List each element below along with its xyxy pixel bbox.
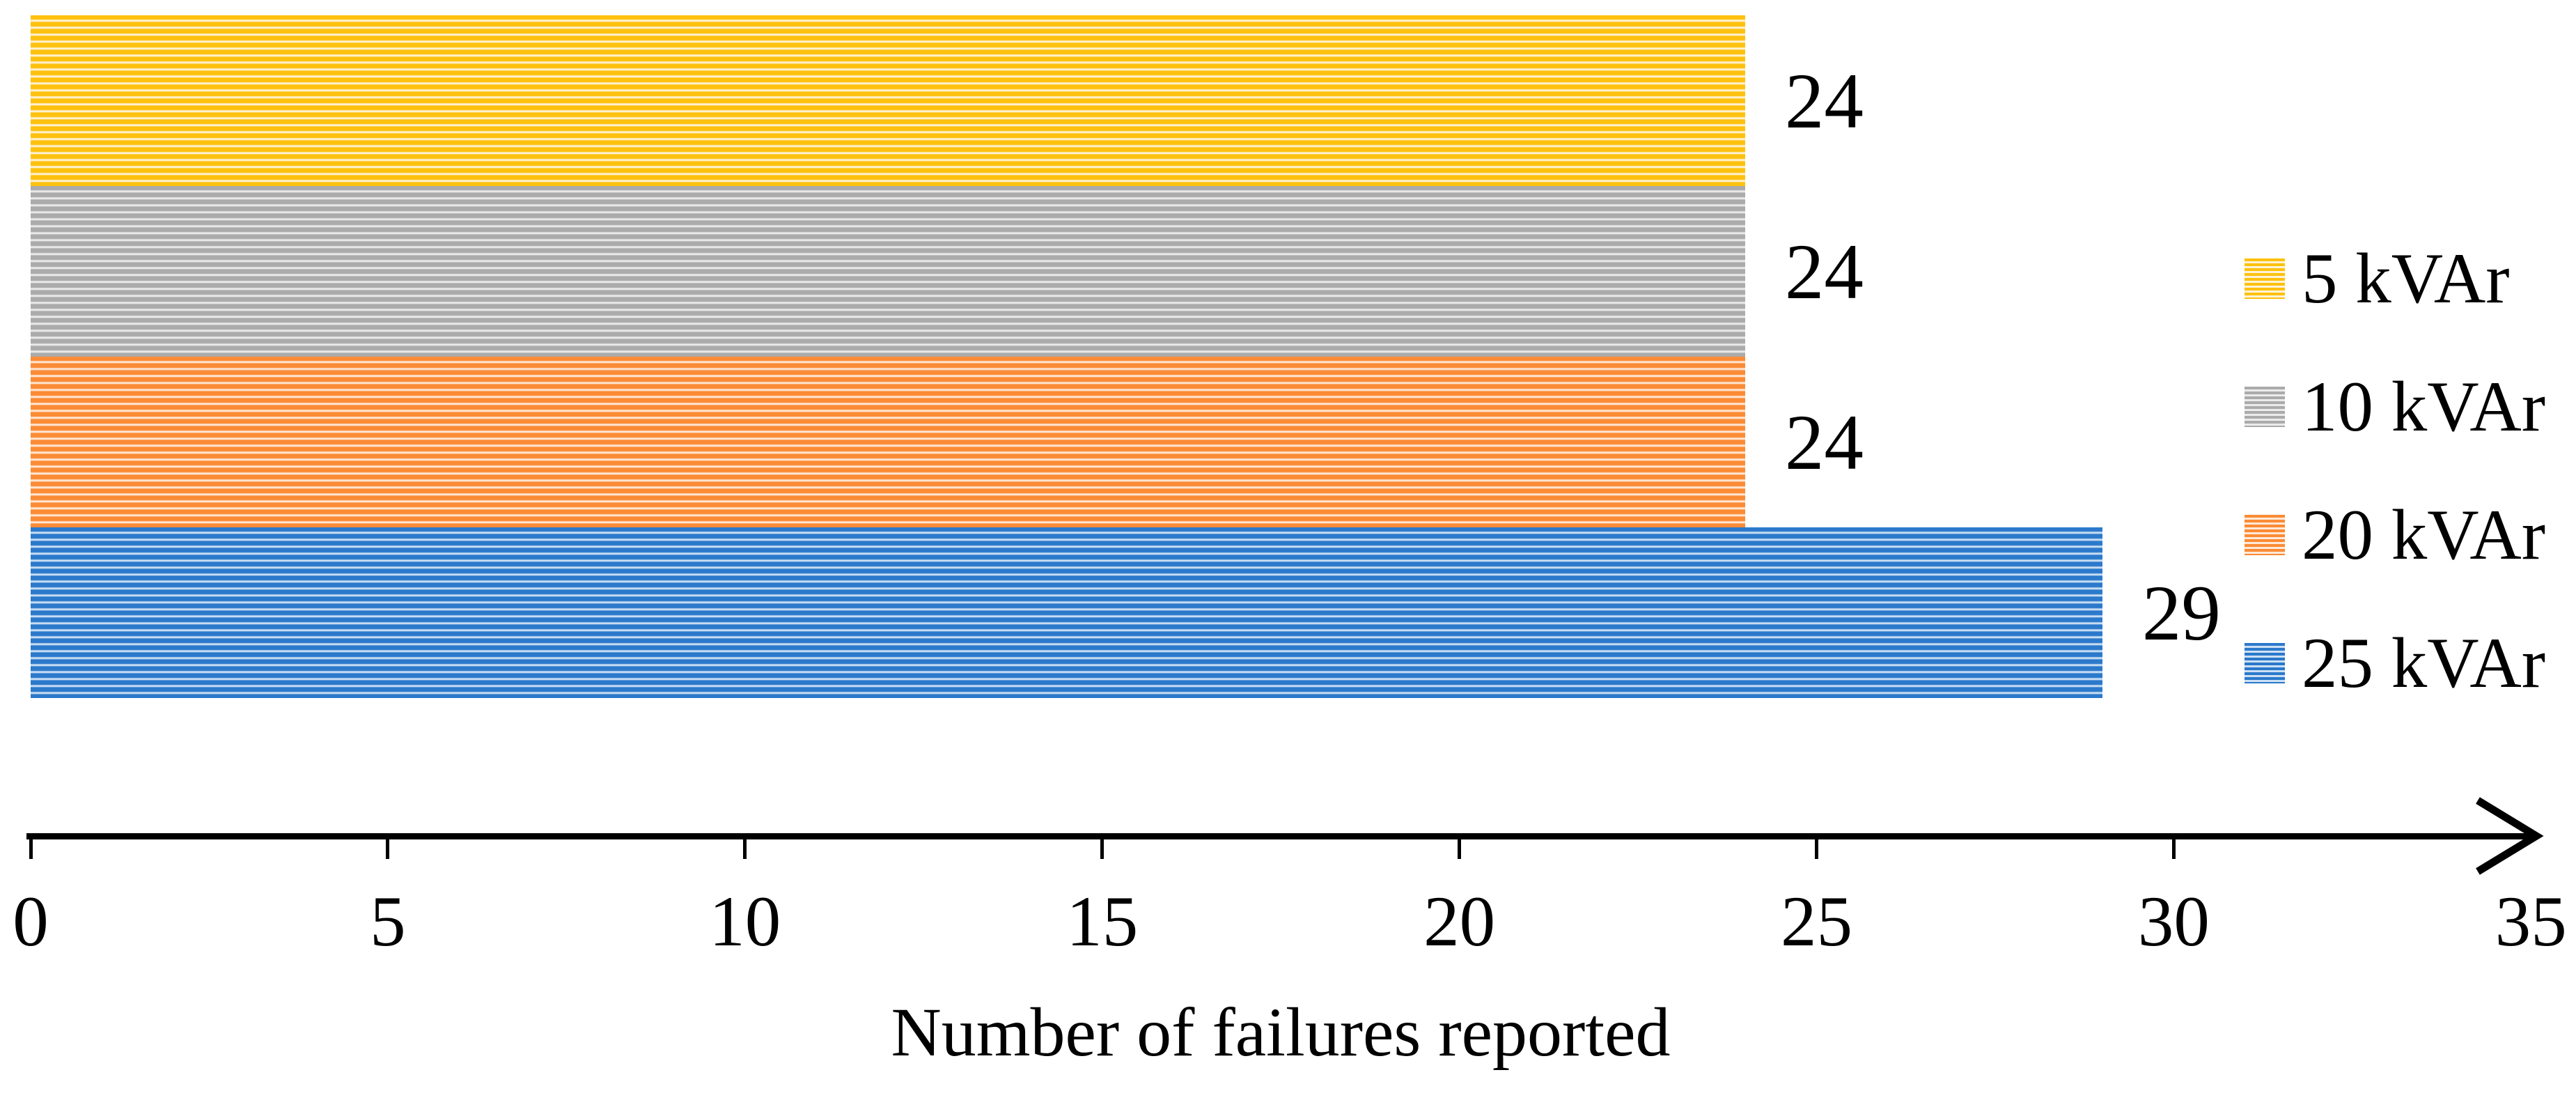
legend-swatch-5-kvar [2245,258,2285,299]
bar-20-kvar [31,357,1745,527]
bar-5-kvar [31,15,1745,186]
x-axis-tick-label: 35 [2495,882,2567,961]
x-axis-tick [743,836,747,859]
x-axis-tick [2171,836,2176,859]
x-axis-tick-label: 25 [1781,882,1852,961]
legend-label: 5 kVAr [2302,239,2510,318]
legend-swatch-20-kvar [2245,515,2285,555]
bar-10-kvar [31,186,1745,357]
x-axis-tick [29,836,33,859]
legend-label: 10 kVAr [2302,367,2546,447]
value-label: 24 [1784,57,1864,145]
legend-swatch-10-kvar [2245,387,2285,427]
x-axis-title: Number of failures reported [891,993,1671,1071]
x-axis-tick-label: 5 [370,882,406,961]
x-axis-line [26,833,2534,839]
legend-swatch-25-kvar [2245,643,2285,683]
x-axis-tick [1815,836,1818,859]
legend-label: 25 kVAr [2302,623,2546,703]
x-axis-arrowhead-icon [2476,797,2544,875]
x-axis-tick [386,836,390,859]
x-axis-tick [1458,836,1462,859]
x-axis-tick-label: 15 [1066,882,1139,961]
bar-25-kvar [31,527,2102,698]
value-label: 24 [1784,228,1864,316]
legend-label: 20 kVAr [2302,495,2546,575]
x-axis-tick-label: 20 [1423,882,1496,961]
x-axis-tick-label: 10 [709,882,781,961]
value-label: 29 [2141,569,2221,657]
x-axis-tick-label: 0 [13,882,49,961]
value-label: 24 [1784,398,1864,486]
x-axis-tick-label: 30 [2137,882,2210,961]
x-axis-tick [1100,836,1104,859]
